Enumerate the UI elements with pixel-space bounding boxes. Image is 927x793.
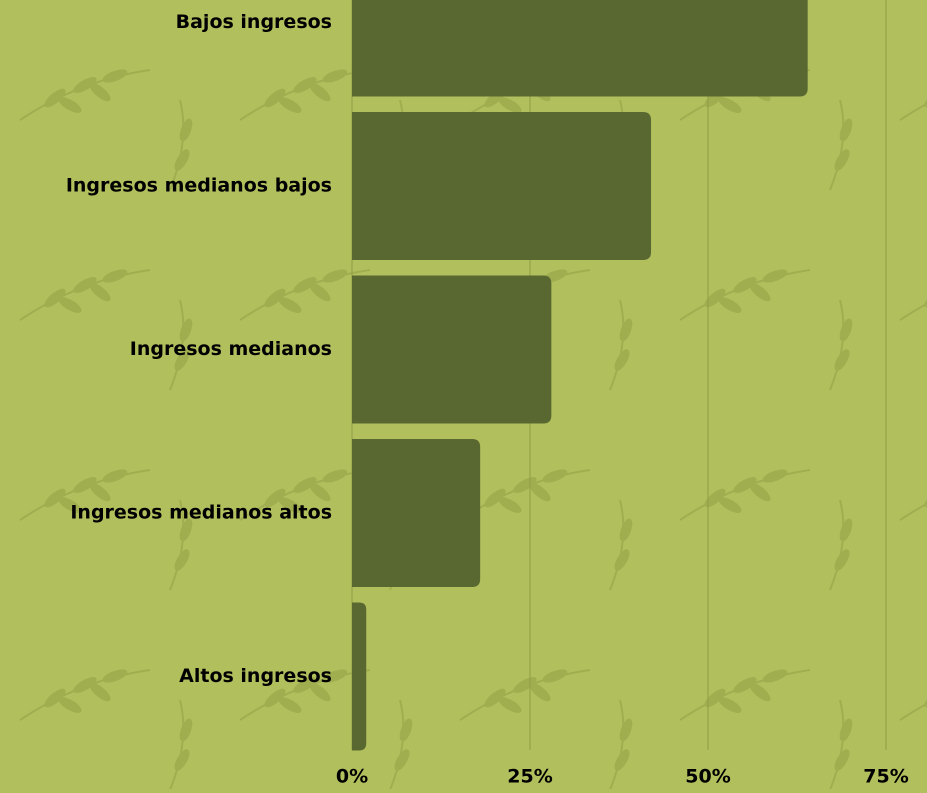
bar	[352, 112, 651, 260]
page: 0% 25% 50% 75% Bajos ingresos Ingresos median…	[0, 0, 927, 789]
x-tick-label: 75%	[863, 766, 908, 788]
y-tick-label: Ingresos medianos bajos	[66, 175, 332, 197]
x-tick-label: 50%	[685, 766, 730, 788]
y-tick-label: Ingresos medianos	[130, 338, 332, 360]
chart: 0% 25% 50% 75% Bajos ingresos Ingresos median…	[0, 0, 927, 789]
bar	[352, 603, 366, 751]
y-tick-label: Ingresos medianos altos	[70, 502, 332, 524]
bar	[352, 276, 551, 424]
bar	[352, 0, 808, 97]
bar	[352, 439, 480, 587]
y-tick-label: Bajos ingresos	[176, 11, 332, 33]
y-tick-label: Altos ingresos	[179, 665, 332, 687]
x-tick-label: 25%	[507, 766, 552, 788]
x-tick-label: 0%	[336, 766, 368, 788]
